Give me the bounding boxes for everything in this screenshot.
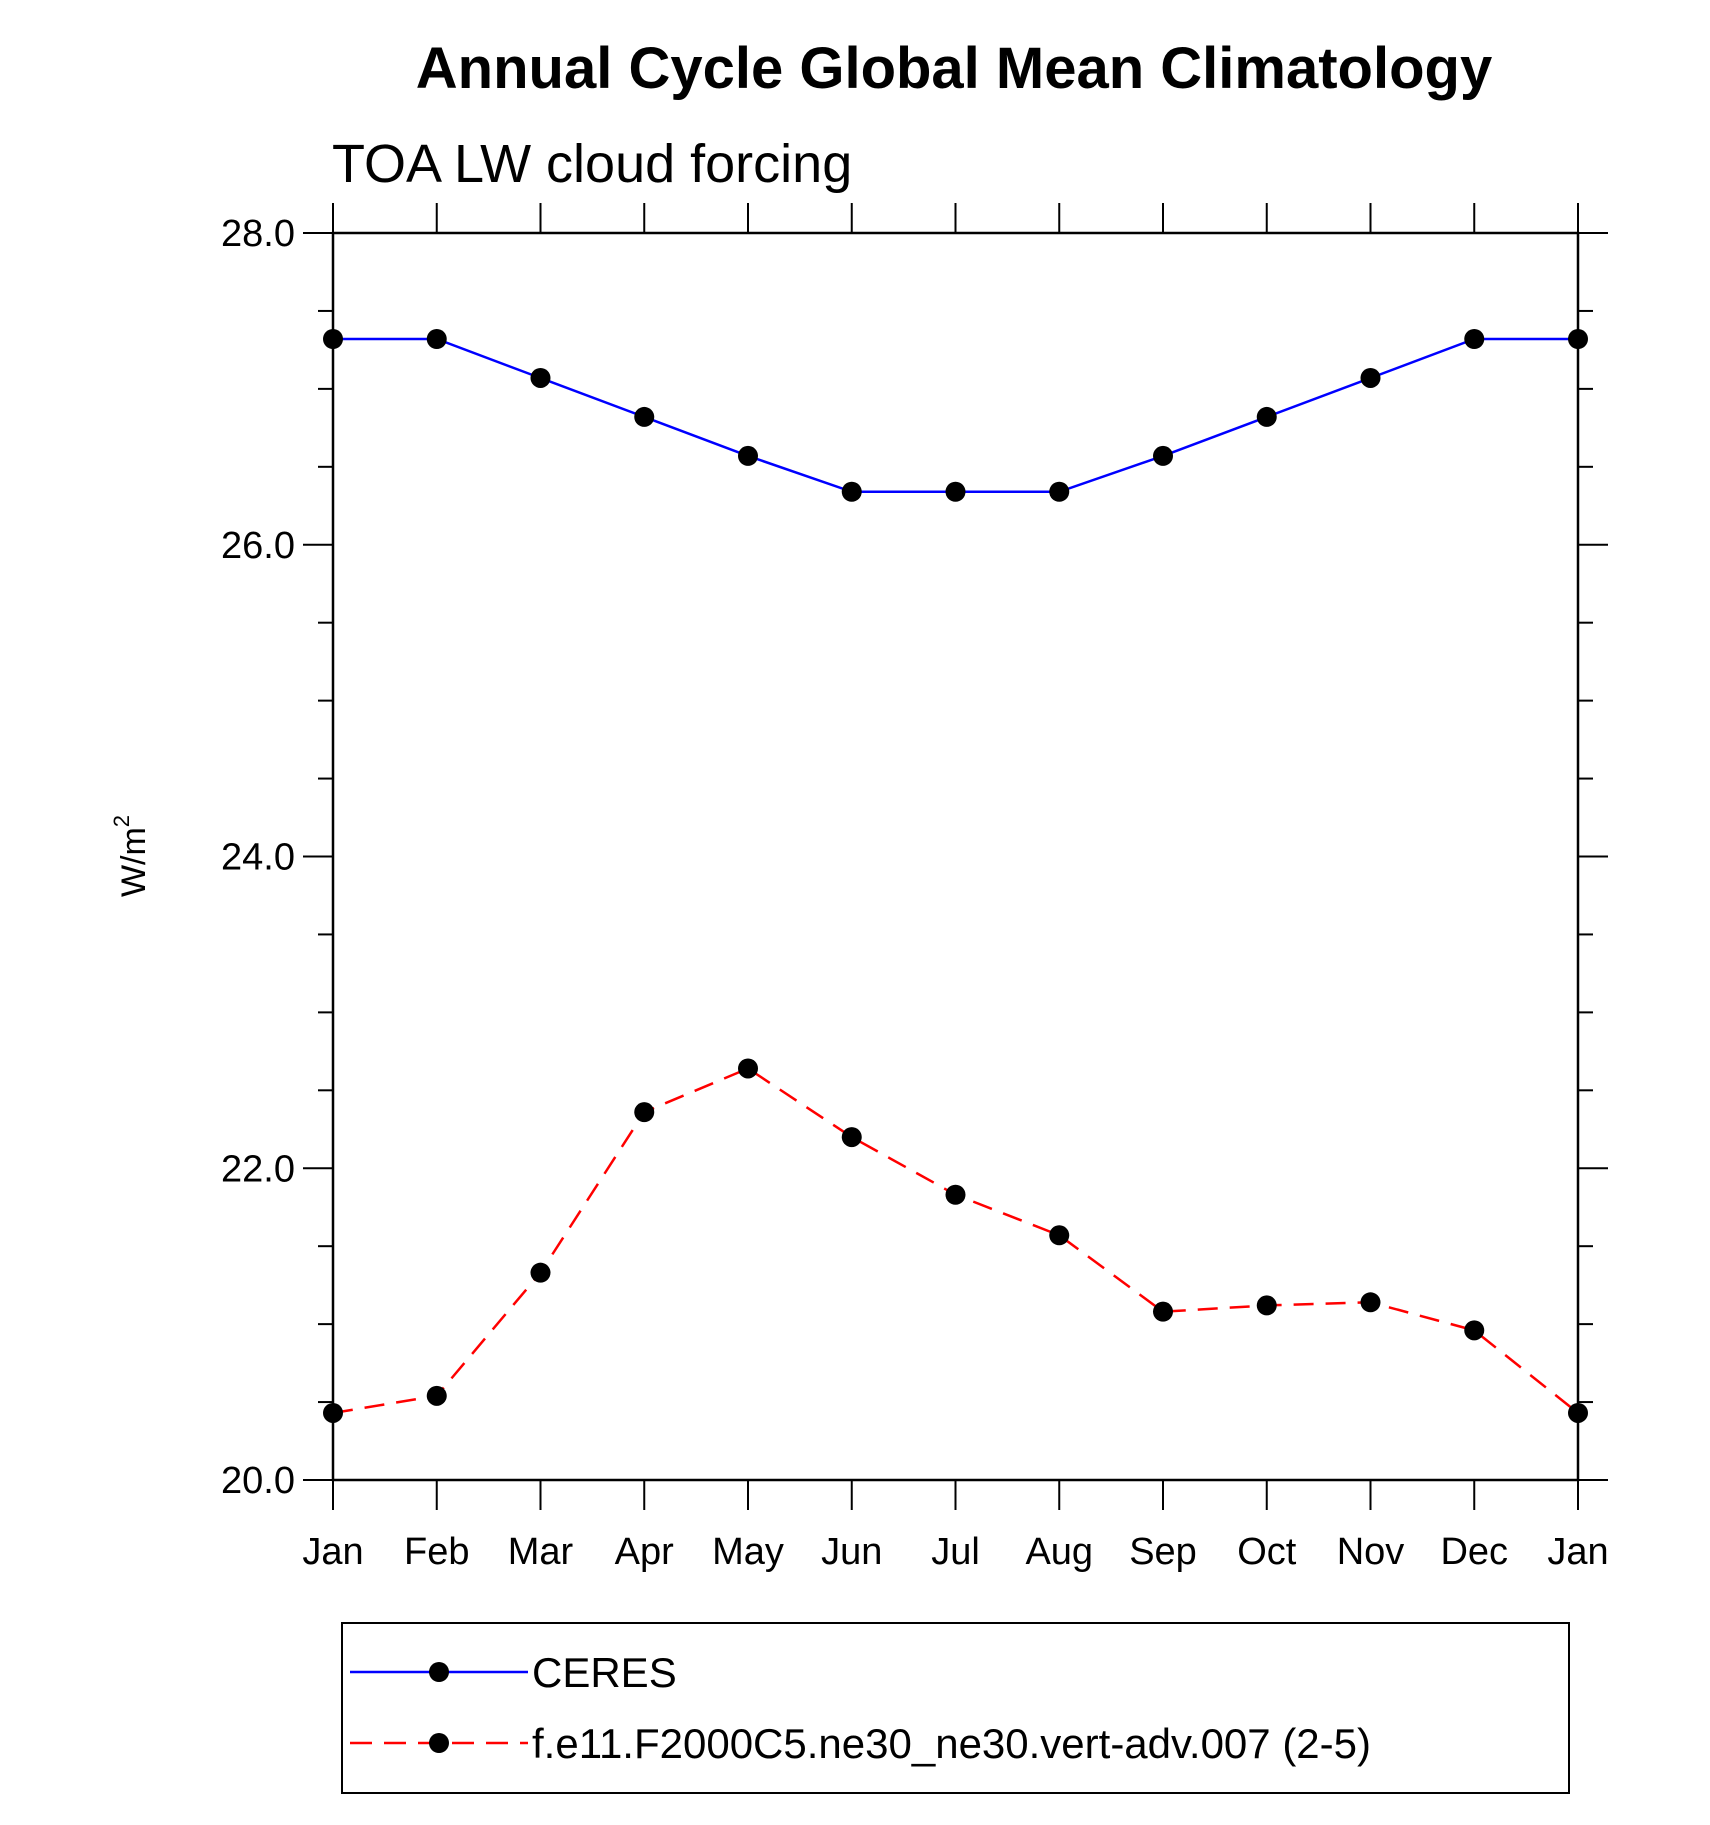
x-tick-label: Jan	[1547, 1531, 1608, 1573]
x-tick-label: Feb	[404, 1531, 469, 1573]
x-tick-labels: Jan Feb Mar Apr May Jun Jul Aug Sep Oct Nov Dec Jan	[302, 1531, 1608, 1573]
data-point	[945, 1184, 966, 1205]
data-point	[1568, 328, 1588, 349]
y-tick-labels: 20.0 22.0 24.0 26.0 28.0	[221, 213, 295, 1502]
axis-ticks	[303, 203, 1608, 1510]
y-tick-label: 24.0	[221, 837, 295, 879]
x-tick-label: Oct	[1237, 1531, 1297, 1573]
data-point	[738, 445, 758, 466]
data-point	[1049, 481, 1070, 502]
data-point	[634, 406, 655, 427]
chart-title: Annual Cycle Global Mean Climatology	[416, 36, 1492, 101]
data-point	[323, 328, 343, 349]
series-line	[333, 337, 1578, 494]
data-point	[426, 328, 447, 349]
data-point	[1153, 1301, 1173, 1322]
data-point	[1360, 367, 1381, 388]
legend-label: CERES	[532, 1649, 677, 1696]
data-point	[1568, 1402, 1588, 1423]
chart-subtitle: TOA LW cloud forcing	[332, 134, 852, 194]
y-axis-label-superscript: 2	[109, 815, 134, 827]
y-axis-label: W/m2	[109, 815, 153, 897]
data-point	[634, 1102, 655, 1123]
legend-label: f.e11.F2000C5.ne30_ne30.vert-adv.007 (2-…	[532, 1720, 1371, 1767]
plot-frame	[331, 231, 1580, 1482]
y-tick-label: 28.0	[221, 213, 295, 255]
svg-text:W/m2: W/m2	[109, 815, 153, 897]
x-tick-label: Sep	[1129, 1531, 1197, 1573]
series-2	[323, 1058, 1588, 1423]
x-tick-label: Jan	[302, 1531, 363, 1573]
x-tick-label: Nov	[1337, 1531, 1405, 1573]
legend-marker	[429, 1733, 449, 1753]
legend-marker	[429, 1662, 449, 1682]
data-point	[1049, 1225, 1070, 1246]
data-point	[1153, 445, 1173, 466]
data-point	[945, 481, 966, 502]
data-point	[1464, 328, 1485, 349]
data-point	[1256, 1295, 1277, 1316]
x-tick-label: Jul	[931, 1531, 980, 1573]
data-point	[530, 367, 551, 388]
data-point	[1464, 1320, 1485, 1341]
data-point	[1360, 1292, 1381, 1313]
x-tick-label: Dec	[1440, 1531, 1508, 1573]
legend-box	[341, 1622, 1570, 1794]
series-layer	[323, 328, 1588, 1423]
x-tick-label: Apr	[615, 1531, 674, 1573]
data-point	[1256, 406, 1277, 427]
series-line	[332, 1067, 1579, 1415]
data-point	[738, 1058, 758, 1079]
y-tick-label: 22.0	[221, 1148, 295, 1190]
x-tick-label: Mar	[508, 1531, 574, 1573]
x-tick-label: Aug	[1025, 1531, 1093, 1573]
x-tick-label: Jun	[821, 1531, 882, 1573]
data-point	[530, 1262, 551, 1283]
legend: CERES f.e11.F2000C5.ne30_ne30.vert-adv.00…	[341, 1622, 1570, 1794]
data-point	[841, 1127, 862, 1148]
y-axis-label-text: W/m	[115, 827, 153, 897]
legend-item-2: f.e11.F2000C5.ne30_ne30.vert-adv.007 (2-…	[350, 1720, 1371, 1767]
y-tick-label: 20.0	[221, 1460, 295, 1502]
x-tick-label: May	[712, 1531, 784, 1573]
legend-item-1: CERES	[350, 1649, 677, 1696]
legend-items: CERES f.e11.F2000C5.ne30_ne30.vert-adv.00…	[350, 1649, 1371, 1767]
series-1	[323, 328, 1588, 502]
data-point	[323, 1402, 343, 1423]
data-point	[426, 1385, 447, 1406]
data-point	[841, 481, 862, 502]
y-tick-label: 26.0	[221, 525, 295, 567]
